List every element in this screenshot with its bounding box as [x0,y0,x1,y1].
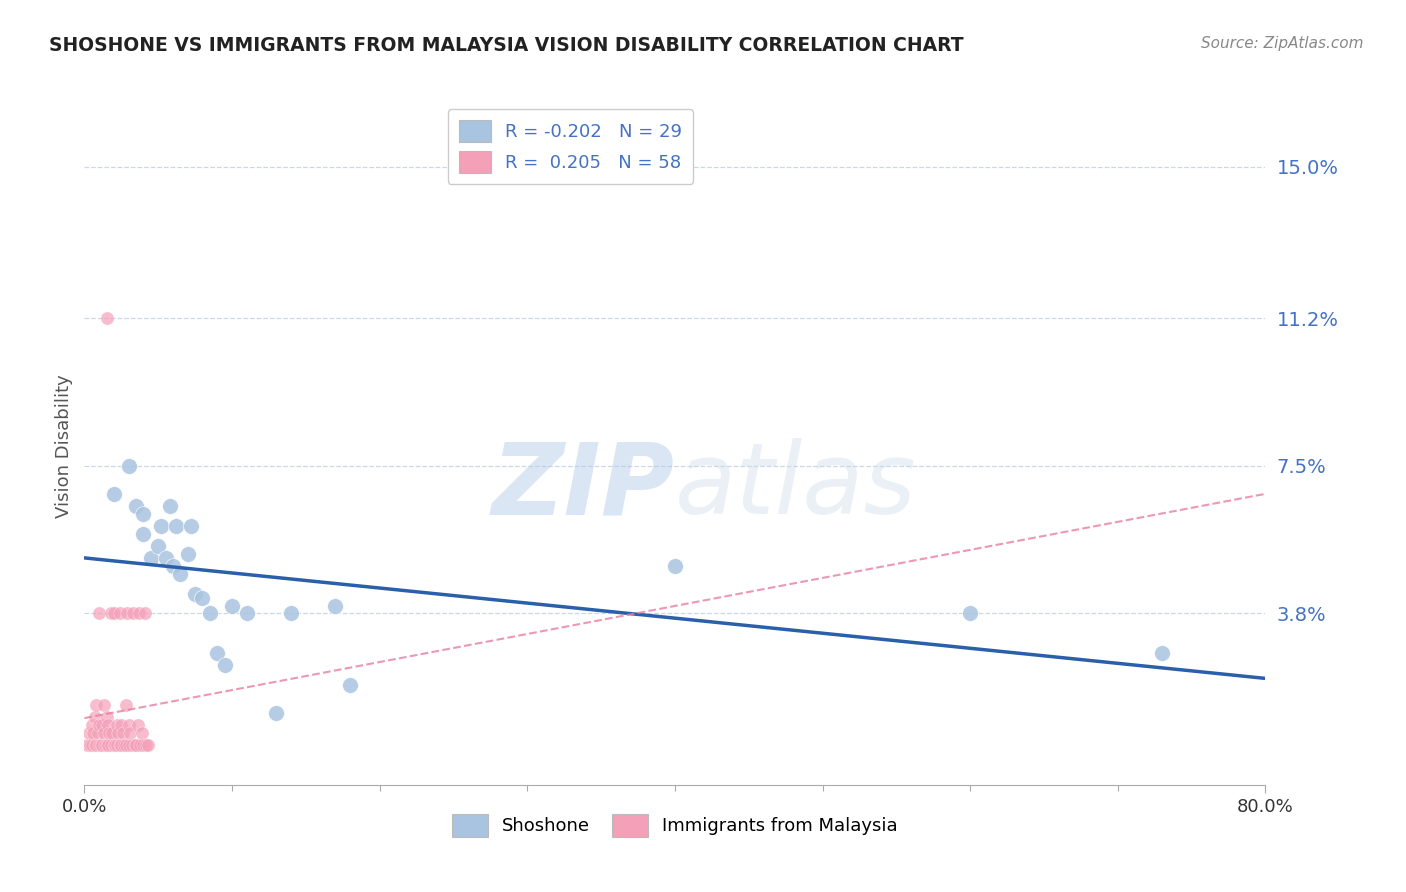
Point [266,706,288,721]
Point [135,738,157,752]
Point [98,726,121,740]
Point [122,607,145,621]
Point [214,658,236,673]
Point [93,726,115,740]
Point [177,547,200,561]
Point [84,698,107,713]
Point [198,607,221,621]
Point [82,726,104,740]
Point [111,726,134,740]
Text: SHOSHONE VS IMMIGRANTS FROM MALAYSIA VISION DISABILITY CORRELATION CHART: SHOSHONE VS IMMIGRANTS FROM MALAYSIA VIS… [49,36,965,54]
Point [105,738,128,752]
Point [155,550,177,565]
Point [129,738,152,752]
Point [127,718,149,732]
Text: ZIP: ZIP [492,438,675,535]
Point [114,738,136,752]
Point [103,607,125,621]
Point [107,726,129,740]
Point [339,678,361,692]
Point [84,738,107,752]
Point [83,738,105,752]
Point [112,738,135,752]
Point [165,518,187,533]
Point [221,599,243,613]
Point [87,607,111,621]
Point [79,738,101,752]
Point [325,599,347,613]
Point [132,526,155,541]
Point [191,591,214,605]
Point [100,738,122,752]
Point [125,738,148,752]
Point [236,607,259,621]
Point [104,738,127,752]
Point [207,646,229,660]
Point [280,607,302,621]
Point [169,566,191,581]
Point [132,507,155,521]
Point [139,550,162,565]
Point [131,726,153,740]
Point [118,738,141,752]
Point [110,738,132,752]
Point [93,698,115,713]
Point [90,738,112,752]
Point [134,607,156,621]
Point [121,738,143,752]
Point [132,738,155,752]
Y-axis label: Vision Disability: Vision Disability [55,374,73,518]
Point [108,738,131,752]
Point [150,518,173,533]
Point [105,718,128,732]
Point [96,311,118,326]
Point [77,726,100,740]
Point [118,458,141,473]
Legend: Shoshone, Immigrants from Malaysia: Shoshone, Immigrants from Malaysia [444,807,905,844]
Point [91,718,114,732]
Point [87,738,111,752]
Point [76,738,98,752]
Point [180,518,202,533]
Point [959,607,981,621]
Text: Source: ZipAtlas.com: Source: ZipAtlas.com [1201,36,1364,51]
Point [136,738,159,752]
Point [96,710,118,724]
Point [103,487,125,501]
Point [110,718,132,732]
Point [96,738,118,752]
Point [125,499,148,513]
Point [83,710,105,724]
Point [97,738,120,752]
Point [159,499,181,513]
Point [118,718,141,732]
Point [115,607,138,621]
Point [108,607,131,621]
Point [128,607,150,621]
Point [664,558,686,573]
Point [184,586,207,600]
Point [91,738,114,752]
Point [124,738,146,752]
Point [80,738,103,752]
Point [94,738,117,752]
Point [80,718,103,732]
Point [148,539,170,553]
Point [1150,646,1173,660]
Point [101,726,124,740]
Point [120,726,142,740]
Point [162,558,184,573]
Text: atlas: atlas [675,438,917,535]
Point [87,718,111,732]
Point [86,726,108,740]
Point [114,698,136,713]
Point [97,718,120,732]
Point [103,738,125,752]
Point [100,607,122,621]
